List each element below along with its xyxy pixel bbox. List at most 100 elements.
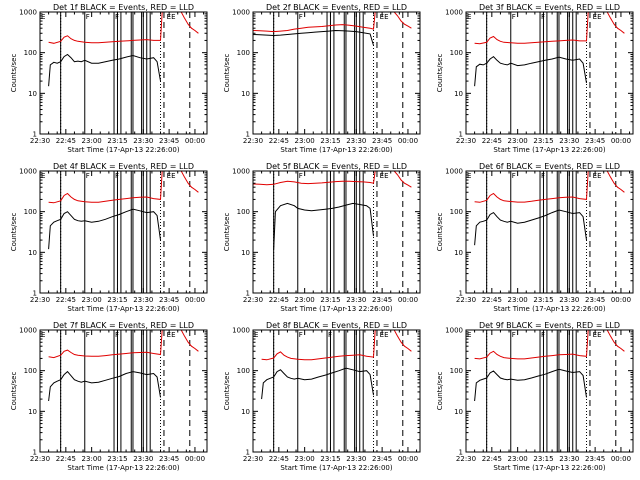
x-axis-label: Start Time (17-Apr-13 22:26:00) <box>493 146 605 154</box>
x-tick-label: 22:30 <box>243 137 263 145</box>
x-tick-label: 22:45 <box>269 137 289 145</box>
x-tick-label: 23:45 <box>585 455 605 463</box>
x-tick-label: 23:30 <box>559 137 579 145</box>
flag-label: E <box>467 13 471 21</box>
flag-label: EE <box>380 331 389 339</box>
y-tick-label: 1 <box>246 449 250 457</box>
x-tick-label: 23:30 <box>346 455 366 463</box>
y-tick-label: 1000 <box>19 327 37 335</box>
flag-label: F <box>299 172 303 180</box>
series-line-events <box>48 208 161 250</box>
flag-label: EE <box>167 331 176 339</box>
series-line-lld <box>261 329 412 361</box>
flag-label: F <box>86 172 90 180</box>
y-axis-label: Counts/sec <box>10 372 18 411</box>
x-tick-label: 00:00 <box>185 455 205 463</box>
series-line-events <box>48 370 161 402</box>
x-tick-label: 23:45 <box>585 296 605 304</box>
x-tick-label: 23:45 <box>159 137 179 145</box>
flag-label: F <box>299 331 303 339</box>
x-tick-label: 23:45 <box>372 296 392 304</box>
chart-panel-7: Det 7f BLACK = Events, RED = LLDEFFEE110… <box>10 321 208 472</box>
x-tick-label: 00:00 <box>611 455 631 463</box>
y-axis-label: Counts/sec <box>10 213 18 252</box>
y-axis-label: Counts/sec <box>223 213 231 252</box>
chart-title: Det 8f BLACK = Events, RED = LLD <box>266 321 407 330</box>
x-tick-label: 22:30 <box>30 137 50 145</box>
chart-panel-6: Det 6f BLACK = Events, RED = LLDEFFEE110… <box>436 162 634 313</box>
x-axis-label: Start Time (17-Apr-13 22:26:00) <box>67 464 179 472</box>
x-tick-label: 00:00 <box>611 296 631 304</box>
series-line-lld <box>252 11 412 33</box>
flag-label: E <box>41 331 45 339</box>
chart-title: Det 6f BLACK = Events, RED = LLD <box>479 162 620 171</box>
chart-panel-4: Det 4f BLACK = Events, RED = LLDEFFEE110… <box>10 162 208 313</box>
x-tick-label: 23:15 <box>107 137 127 145</box>
plot-frame <box>465 170 634 294</box>
flag-label: EE <box>593 331 602 339</box>
x-tick-label: 23:45 <box>372 455 392 463</box>
y-tick-label: 10 <box>28 408 37 416</box>
x-tick-label: 22:30 <box>456 137 476 145</box>
chart-title: Det 1f BLACK = Events, RED = LLD <box>53 3 194 12</box>
y-tick-label: 10 <box>454 408 463 416</box>
y-tick-label: 100 <box>24 49 37 57</box>
x-tick-label: 22:45 <box>269 455 289 463</box>
x-tick-label: 22:45 <box>56 296 76 304</box>
flag-label: F <box>512 331 516 339</box>
x-tick-label: 23:00 <box>295 137 315 145</box>
x-tick-label: 22:30 <box>30 455 50 463</box>
flag-label: E <box>254 331 258 339</box>
y-tick-label: 1 <box>459 290 463 298</box>
flag-label: E <box>41 172 45 180</box>
plot-frame <box>252 11 421 135</box>
y-tick-label: 10 <box>241 408 250 416</box>
x-tick-label: 23:30 <box>559 455 579 463</box>
x-tick-label: 22:45 <box>482 455 502 463</box>
x-tick-label: 23:45 <box>159 455 179 463</box>
y-tick-label: 1 <box>33 290 37 298</box>
y-tick-label: 100 <box>24 367 37 375</box>
x-tick-label: 23:30 <box>133 137 153 145</box>
series-line-events <box>474 209 587 246</box>
x-tick-label: 23:15 <box>320 455 340 463</box>
y-tick-label: 10 <box>241 249 250 257</box>
chart-title: Det 5f BLACK = Events, RED = LLD <box>266 162 407 171</box>
x-tick-label: 23:45 <box>159 296 179 304</box>
x-axis-label: Start Time (17-Apr-13 22:26:00) <box>280 305 392 313</box>
plot-frame <box>39 170 208 294</box>
x-axis-label: Start Time (17-Apr-13 22:26:00) <box>493 464 605 472</box>
y-tick-label: 1 <box>246 131 250 139</box>
x-tick-label: 22:45 <box>482 137 502 145</box>
x-tick-label: 23:00 <box>508 296 528 304</box>
y-tick-label: 10 <box>454 249 463 257</box>
y-tick-label: 1000 <box>445 327 463 335</box>
x-tick-label: 00:00 <box>611 137 631 145</box>
series-line-lld <box>474 329 625 360</box>
flag-label: F <box>86 331 90 339</box>
x-tick-label: 23:15 <box>107 455 127 463</box>
x-tick-label: 23:00 <box>82 137 102 145</box>
flag-label: E <box>41 13 45 21</box>
y-axis-label: Counts/sec <box>436 372 444 411</box>
x-axis-label: Start Time (17-Apr-13 22:26:00) <box>67 146 179 154</box>
x-axis-label: Start Time (17-Apr-13 22:26:00) <box>67 305 179 313</box>
plot-frame <box>465 11 634 135</box>
flag-label: EE <box>593 13 602 21</box>
series-line-lld <box>48 170 199 204</box>
x-tick-label: 23:30 <box>559 296 579 304</box>
chart-panel-1: Det 1f BLACK = Events, RED = LLDEFFEE110… <box>10 3 208 154</box>
chart-title: Det 2f BLACK = Events, RED = LLD <box>266 3 407 12</box>
x-axis-label: Start Time (17-Apr-13 22:26:00) <box>280 464 392 472</box>
series-line-events <box>252 29 374 46</box>
x-tick-label: 23:00 <box>508 455 528 463</box>
x-tick-label: 23:00 <box>82 455 102 463</box>
flag-label: F <box>512 172 516 180</box>
chart-title: Det 4f BLACK = Events, RED = LLD <box>53 162 194 171</box>
y-tick-label: 100 <box>237 49 250 57</box>
flag-label: F <box>512 13 516 21</box>
series-line-lld <box>48 329 199 359</box>
y-axis-label: Counts/sec <box>223 372 231 411</box>
y-tick-label: 1000 <box>19 9 37 17</box>
